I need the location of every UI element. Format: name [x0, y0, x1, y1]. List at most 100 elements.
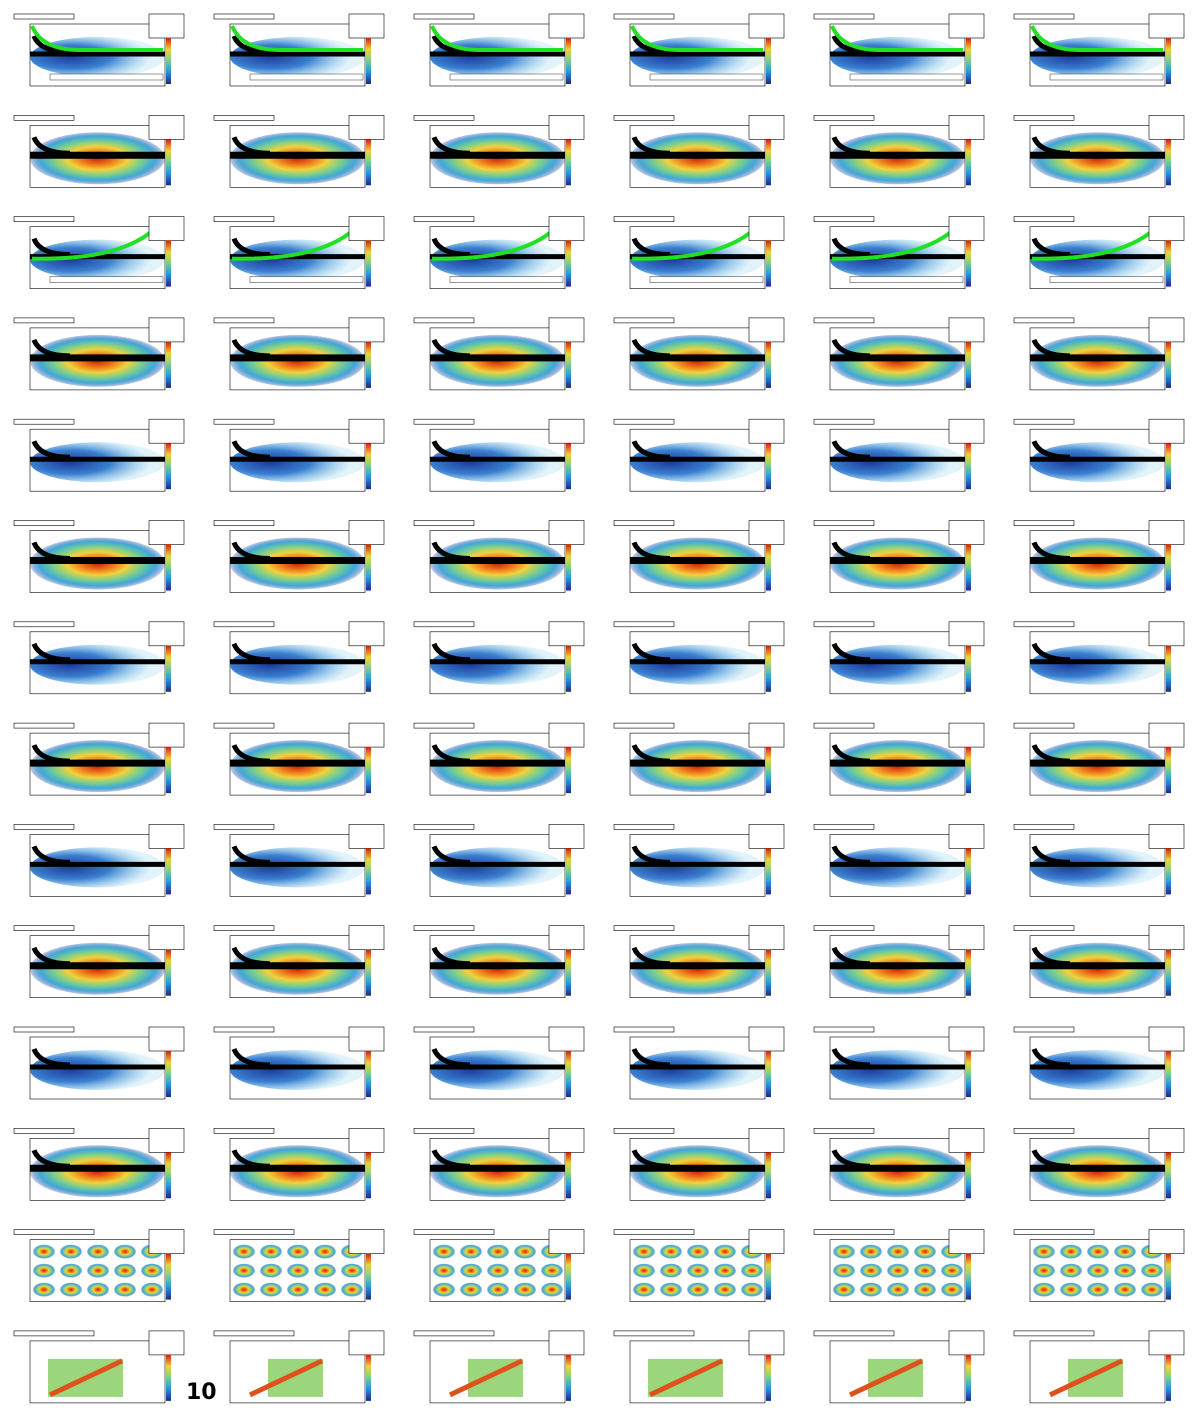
profile-arm	[1031, 845, 1071, 865]
color-palette	[166, 747, 171, 794]
panel	[813, 1330, 985, 1404]
color-palette	[766, 1152, 771, 1199]
color-palette	[566, 949, 571, 996]
profile-arm	[631, 136, 671, 156]
stats-box	[548, 1128, 585, 1153]
stats-box	[348, 216, 385, 241]
panel	[613, 722, 785, 796]
stats-box	[548, 13, 585, 39]
profile-arm	[631, 34, 671, 55]
heat-blob	[860, 1263, 882, 1278]
stats-box	[1148, 520, 1185, 545]
profile-arm	[831, 541, 871, 561]
stats-box	[748, 115, 785, 140]
panel	[213, 1330, 385, 1404]
color-palette	[766, 1253, 771, 1300]
color-palette	[1166, 139, 1171, 186]
profile-arm	[431, 1047, 471, 1068]
color-palette	[166, 1253, 171, 1300]
heat-blob	[941, 1282, 963, 1297]
profile-arm	[31, 642, 71, 663]
heat-blob	[60, 1244, 82, 1259]
profile-arm	[831, 1149, 871, 1169]
title-box	[413, 621, 475, 628]
title-box	[413, 418, 475, 425]
panel	[213, 722, 385, 796]
stats-box	[148, 824, 185, 849]
title-box	[813, 115, 875, 121]
panel	[413, 115, 585, 188]
heat-region	[430, 644, 565, 685]
title-box	[1013, 115, 1075, 121]
heat-blob	[660, 1282, 682, 1297]
stats-box	[548, 925, 585, 951]
panel	[413, 1229, 585, 1302]
panel	[613, 925, 785, 999]
heat-region	[830, 644, 965, 685]
stats-box	[748, 824, 785, 849]
title-box	[813, 317, 875, 324]
stats-box	[548, 520, 585, 545]
panel	[213, 317, 385, 391]
title-box	[13, 1229, 95, 1235]
color-palette	[966, 1253, 971, 1300]
heat-blob	[433, 1244, 455, 1259]
title-box	[13, 824, 75, 830]
panel	[13, 317, 185, 391]
heat-blob	[87, 1282, 109, 1297]
heat-blob	[460, 1244, 482, 1259]
heat-region	[830, 239, 965, 280]
panel	[1013, 621, 1185, 695]
heat-region	[430, 1050, 565, 1090]
stats-box	[548, 115, 585, 140]
profile-arm	[31, 440, 71, 460]
profile-arm	[31, 338, 71, 359]
heat-region	[230, 442, 365, 483]
heat-blob	[714, 1282, 736, 1297]
stats-box	[548, 1229, 585, 1254]
heat-blob	[914, 1282, 936, 1297]
stats-box	[1148, 925, 1185, 951]
title-box	[613, 1330, 695, 1337]
title-box	[813, 1026, 875, 1033]
fit-label-box	[1049, 73, 1164, 81]
heat-blob	[1087, 1263, 1109, 1278]
fit-curve	[431, 227, 557, 261]
stats-box	[548, 317, 585, 343]
panel	[213, 824, 385, 897]
heat-region	[230, 644, 365, 685]
fit-label-box	[49, 73, 164, 81]
color-palette	[566, 1253, 571, 1300]
panel	[13, 1330, 185, 1404]
title-box	[213, 1128, 275, 1134]
color-palette	[966, 1152, 971, 1199]
color-palette	[366, 645, 371, 692]
profile-arm	[231, 845, 271, 865]
profile-arm	[431, 642, 471, 663]
profile-arm	[631, 237, 671, 258]
color-palette	[766, 1354, 771, 1401]
profile-arm	[631, 946, 671, 967]
stats-box	[548, 722, 585, 748]
panel	[1013, 1330, 1185, 1404]
color-palette	[766, 949, 771, 996]
diagonal-band	[448, 1358, 524, 1398]
heat-blob	[260, 1244, 282, 1259]
title-box	[613, 722, 675, 729]
panel	[413, 13, 585, 87]
panel	[813, 1026, 985, 1100]
stats-box	[548, 418, 585, 444]
title-box	[413, 824, 475, 830]
panel	[813, 418, 985, 492]
stats-box	[348, 520, 385, 545]
heat-blob	[833, 1263, 855, 1278]
title-box	[213, 115, 275, 121]
profile-arm	[1031, 541, 1071, 561]
page-number: 10	[186, 1380, 217, 1405]
title-box	[13, 418, 75, 425]
title-box	[613, 317, 675, 324]
panel	[813, 520, 985, 593]
heat-blob	[1114, 1244, 1136, 1259]
stats-box	[148, 621, 185, 647]
panel	[413, 520, 585, 593]
